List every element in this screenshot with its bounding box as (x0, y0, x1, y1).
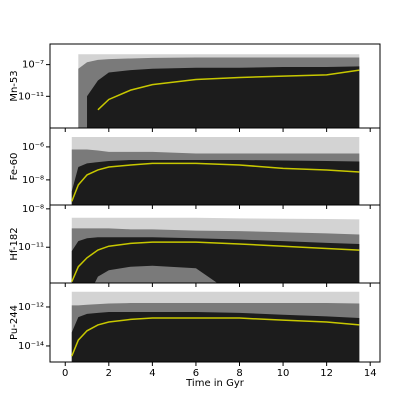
panel (71, 291, 360, 362)
y-tick-label: 10⁻⁸ (22, 175, 44, 186)
y-tick-label: 10⁻⁷ (22, 60, 44, 71)
y-axis-label: Hf-182 (9, 227, 20, 260)
y-tick-label: 10⁻¹¹ (18, 242, 44, 253)
y-axis-label: Mn-53 (9, 70, 20, 101)
y-axis-label: Fe-60 (9, 153, 20, 181)
y-axis-label: Pu-244 (9, 305, 20, 340)
x-tick-label: 2 (106, 368, 112, 379)
median-line (71, 241, 360, 283)
median-line (71, 317, 360, 357)
y-tick-label: 10⁻¹⁴ (18, 341, 44, 352)
x-tick-label: 8 (236, 368, 242, 379)
band-area (71, 160, 360, 205)
y-tick-label: 10⁻⁶ (22, 142, 44, 153)
median-line (71, 162, 360, 202)
x-tick-label: 6 (193, 368, 199, 379)
band-area (87, 66, 360, 128)
band-area (71, 237, 360, 283)
y-tick-label: 10⁻¹¹ (18, 91, 44, 102)
median-line (97, 69, 360, 111)
x-tick-label: 14 (364, 368, 377, 379)
panel (71, 136, 360, 205)
x-tick-label: 0 (62, 368, 68, 379)
x-tick-label: 12 (320, 368, 333, 379)
y-tick-label: 10⁻¹² (18, 302, 44, 313)
x-tick-label: 4 (149, 368, 155, 379)
band-area (71, 312, 360, 362)
y-tick-label: 10⁻⁸ (22, 204, 44, 215)
panel (78, 54, 360, 128)
x-tick-label: 10 (277, 368, 290, 379)
panel (71, 217, 360, 283)
panel-frame (49, 282, 381, 363)
x-axis-label: Time in Gyr (185, 378, 245, 389)
